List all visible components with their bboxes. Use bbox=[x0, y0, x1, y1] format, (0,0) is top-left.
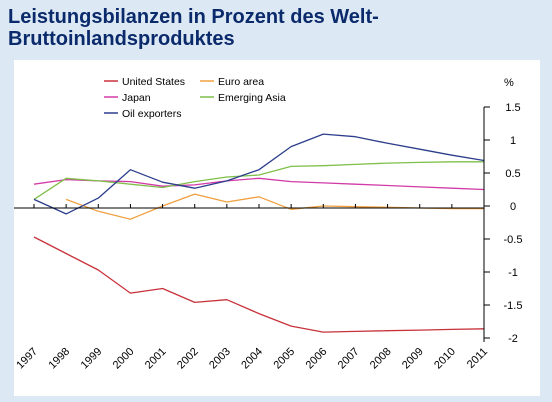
y-tick-label: -2 bbox=[508, 333, 518, 345]
x-tick-label: 2003 bbox=[207, 346, 233, 372]
legend: United States Euro area Japan Emerging Asia… bbox=[104, 76, 286, 120]
x-tick-layer: 1997 1998 1999 2000 2001 2002 2003 2004 2005 2006… bbox=[14, 204, 490, 371]
legend-label-united-states: United States bbox=[122, 76, 185, 88]
y-tick-layer: 1.5 1 0.5 0 -0.5 -1 -1.5 -2 bbox=[484, 102, 522, 345]
axes-layer: % bbox=[14, 77, 514, 342]
x-tick-label: 1999 bbox=[79, 346, 105, 372]
series-line-emerging-asia bbox=[33, 161, 484, 200]
x-tick-label: 2009 bbox=[400, 346, 426, 372]
y-tick-label: 1 bbox=[510, 135, 516, 147]
y-tick-label: 0 bbox=[510, 201, 516, 213]
y-tick-label: 0.5 bbox=[505, 168, 520, 180]
x-tick-label: 2004 bbox=[239, 346, 265, 372]
series-line-oil-exporters bbox=[33, 133, 485, 215]
chart-title-line-2: Bruttoinlandsproduktes bbox=[8, 28, 235, 50]
x-tick-label: 2008 bbox=[368, 346, 394, 372]
chart-panel: % 1.5 1 0.5 0 -0.5 -1 -1.5 -2 1997 1998 1999 2000 2… bbox=[14, 60, 540, 396]
x-tick-label: 1998 bbox=[46, 346, 72, 372]
x-tick-label: 2001 bbox=[143, 346, 169, 372]
y-tick-label: 1.5 bbox=[505, 102, 520, 114]
legend-label-euro-area: Euro area bbox=[218, 76, 264, 88]
chart-title: Leistungsbilanzen in Prozent des Welt- B… bbox=[8, 6, 508, 50]
x-tick-label: 2007 bbox=[336, 346, 362, 372]
series-line-united-states bbox=[33, 236, 485, 333]
series-line-japan bbox=[33, 177, 485, 191]
x-tick-label: 2010 bbox=[432, 346, 458, 372]
x-tick-label: 2005 bbox=[271, 346, 297, 372]
y-tick-label: -0.5 bbox=[504, 234, 523, 246]
chart-title-line-1: Leistungsbilanzen in Prozent des Welt- bbox=[8, 6, 379, 28]
line-chart: % 1.510.50-0.5-1-1.5-2 1997 1998 1999 2000 2… bbox=[14, 76, 522, 371]
x-tick-label: 2011 bbox=[465, 346, 490, 371]
legend-label-japan: Japan bbox=[122, 92, 151, 104]
x-tick-label: 2006 bbox=[304, 346, 330, 372]
x-tick-label: 1997 bbox=[14, 346, 40, 372]
y-axis-unit-label: % bbox=[504, 77, 514, 89]
series-layer bbox=[33, 133, 485, 333]
y-tick-label: -1.5 bbox=[504, 300, 523, 312]
legend-label-emerging-asia: Emerging Asia bbox=[218, 92, 286, 104]
x-tick-label: 2000 bbox=[111, 346, 137, 372]
y-tick-label: -1 bbox=[508, 267, 518, 279]
legend-label-oil-exporters: Oil exporters bbox=[122, 108, 182, 120]
x-tick-label: 2002 bbox=[175, 346, 201, 372]
series-line-euro-area bbox=[65, 193, 484, 220]
